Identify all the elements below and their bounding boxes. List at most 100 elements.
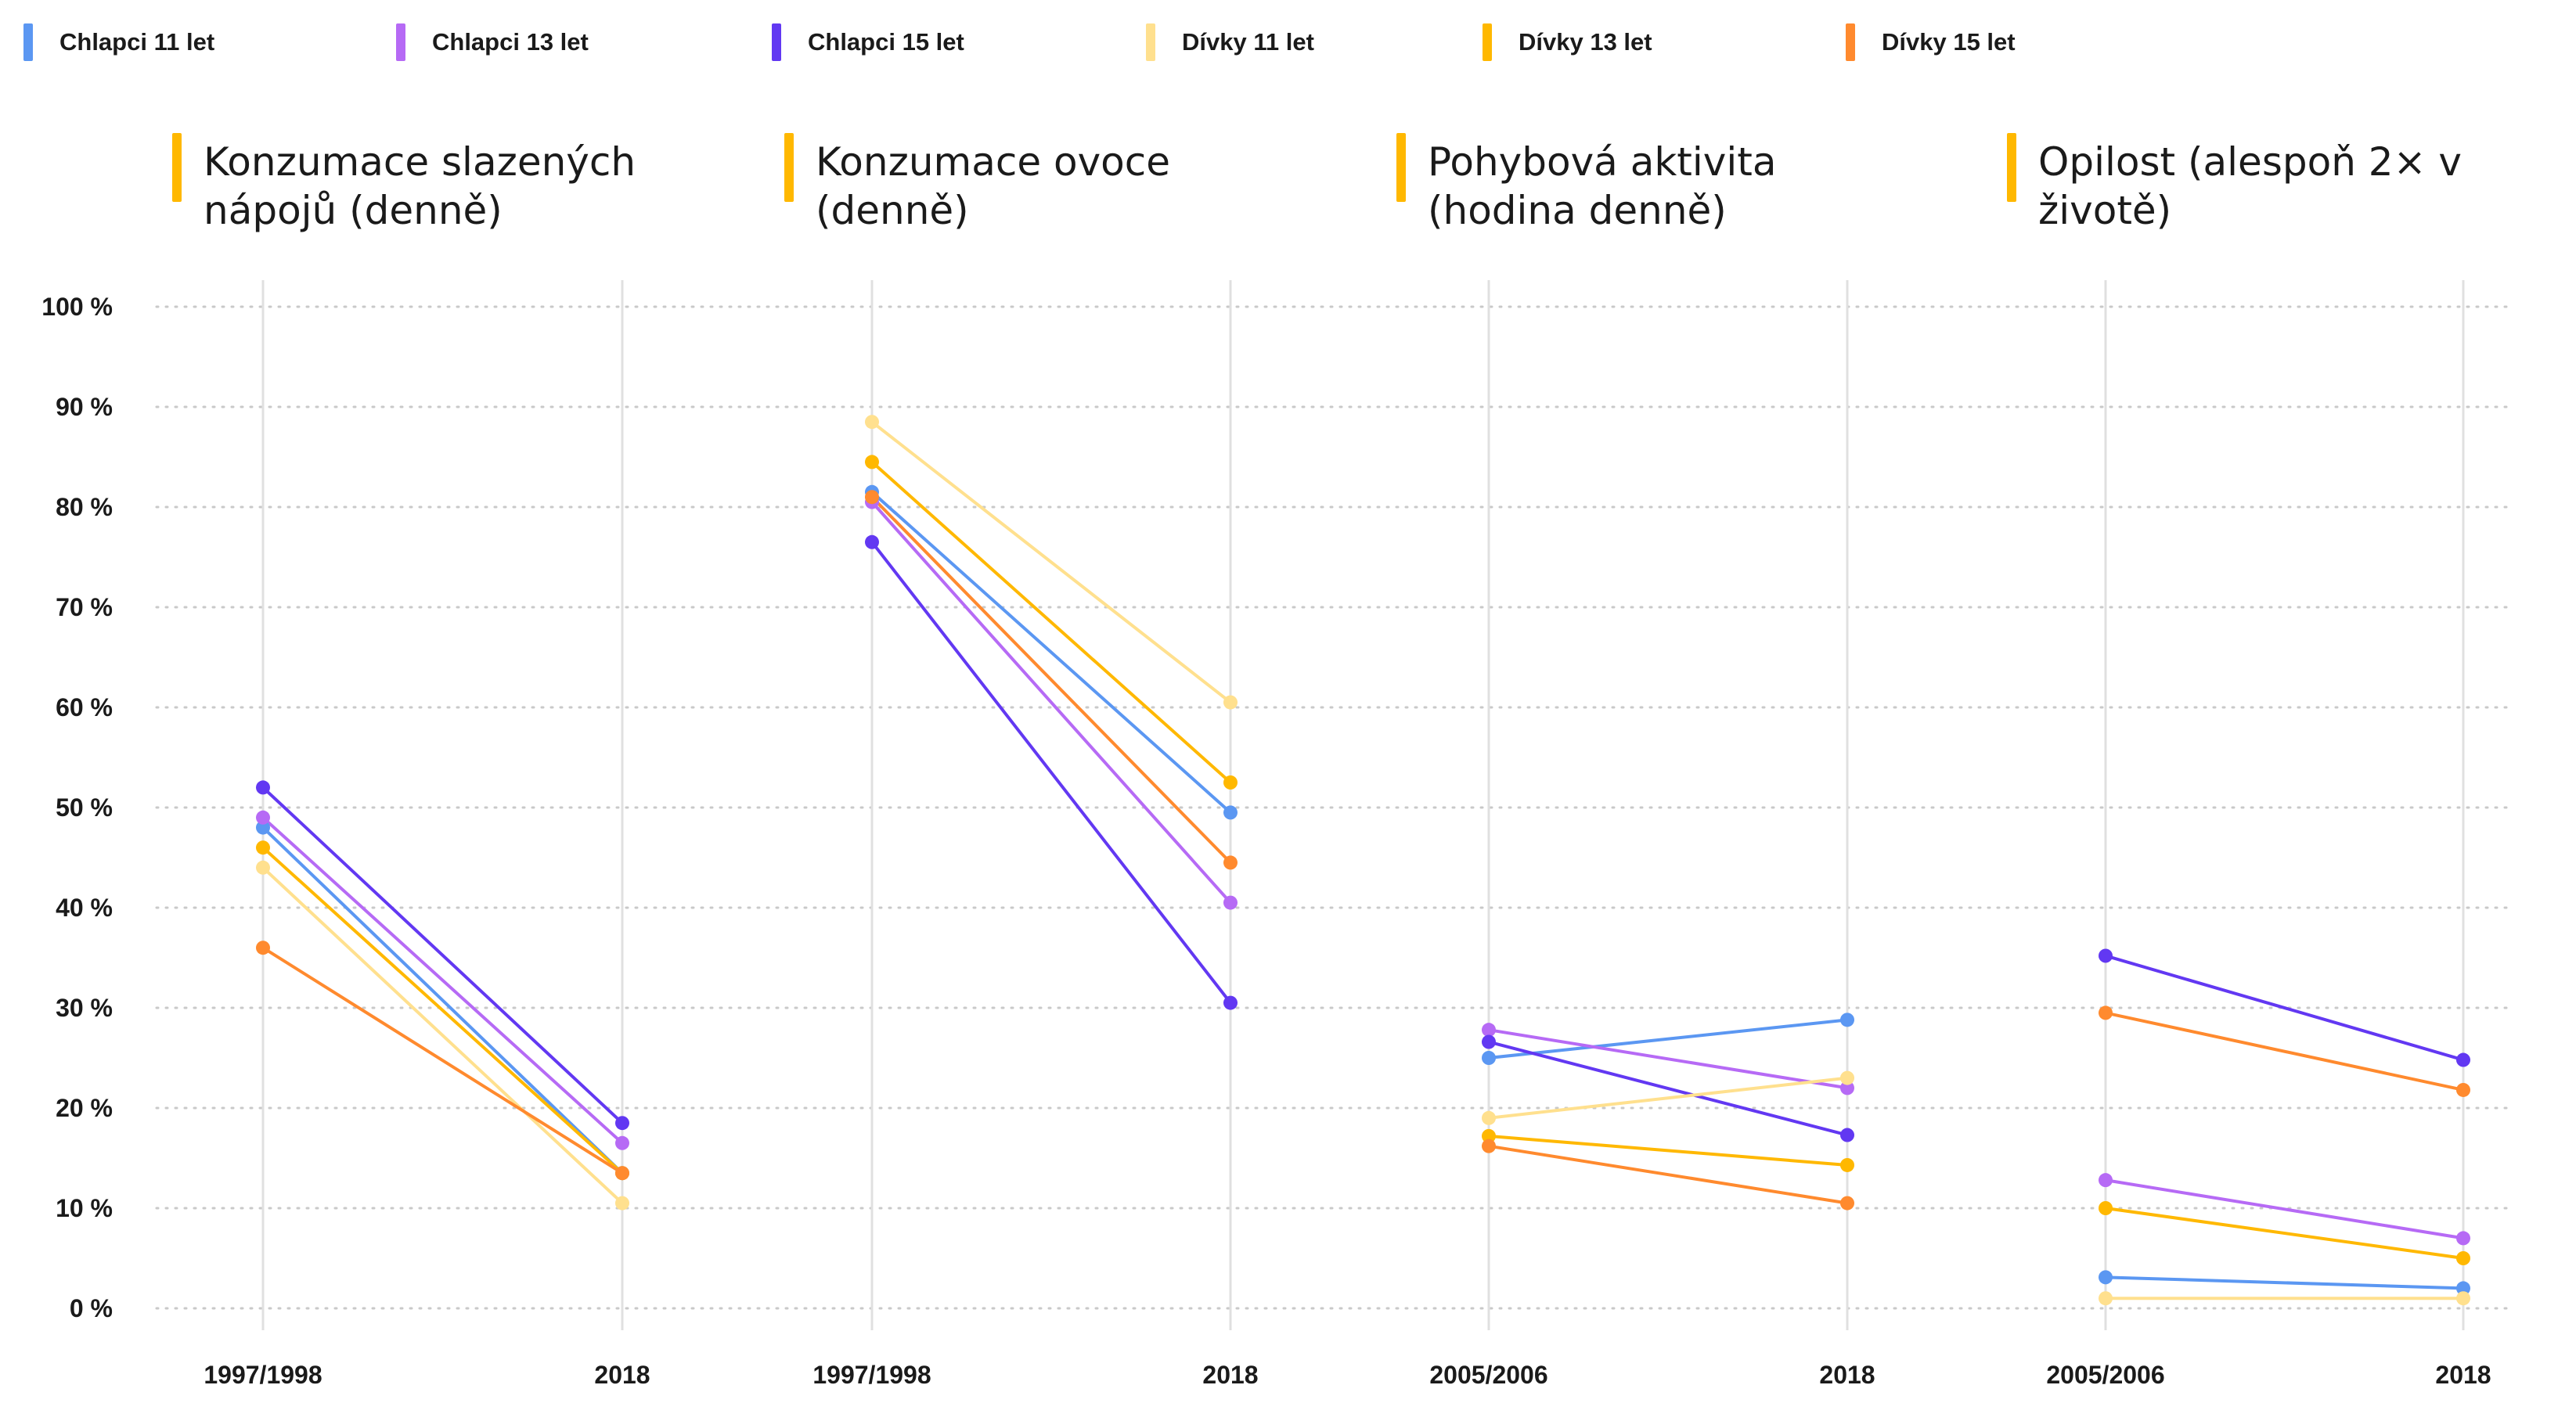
- y-tick-label: 80 %: [56, 493, 113, 521]
- data-point: [2099, 948, 2113, 963]
- title-accent-bar: [784, 133, 794, 202]
- legend-label: Chlapci 11 let: [59, 28, 215, 56]
- series-line: [2105, 1275, 2464, 1290]
- data-point: [615, 1196, 629, 1211]
- series-line: [261, 866, 624, 1205]
- x-tick-label: 1997/1998: [812, 1361, 931, 1389]
- series-line: [870, 501, 1232, 904]
- data-point: [615, 1116, 629, 1131]
- title-accent-bar: [1396, 133, 1406, 202]
- data-point: [2099, 1005, 2113, 1020]
- x-tick-label: 2018: [2435, 1361, 2491, 1389]
- legend-item-chlapci-15: Chlapci 15 let: [772, 20, 964, 64]
- series-line: [261, 786, 624, 1124]
- data-point: [256, 860, 270, 875]
- y-tick-label: 60 %: [56, 693, 113, 721]
- data-point: [1482, 1051, 1496, 1065]
- data-point: [1223, 995, 1238, 1010]
- series-line: [870, 495, 1232, 864]
- data-point: [1840, 1081, 1854, 1095]
- data-point: [1840, 1128, 1854, 1142]
- data-point: [2099, 1291, 2113, 1306]
- data-point: [615, 1135, 629, 1150]
- x-tick-label: 2018: [594, 1361, 650, 1389]
- x-tick-label: 2005/2006: [2046, 1361, 2164, 1389]
- data-point: [256, 820, 270, 835]
- x-tick-label: 1997/1998: [204, 1361, 322, 1389]
- data-point: [865, 415, 879, 430]
- panel-title-text: Konzumace slazených nápojů (denně): [204, 139, 636, 233]
- x-tick-label: 2018: [1819, 1361, 1875, 1389]
- data-point: [1840, 1070, 1854, 1085]
- data-point: [1840, 1157, 1854, 1172]
- data-point: [1840, 1196, 1854, 1211]
- panel-title-text: Opilost (alespoň 2× v životě): [2038, 139, 2462, 233]
- y-tick-label: 10 %: [56, 1194, 113, 1222]
- title-accent-bar: [2007, 133, 2016, 202]
- legend-swatch: [772, 23, 781, 61]
- data-point: [865, 490, 879, 505]
- data-point: [2456, 1291, 2470, 1306]
- series-line: [870, 460, 1232, 784]
- legend-swatch: [1846, 23, 1855, 61]
- series-line: [870, 541, 1232, 1004]
- data-point: [1223, 855, 1238, 870]
- data-point: [1482, 1110, 1496, 1125]
- data-point: [256, 941, 270, 955]
- series-line: [870, 420, 1232, 704]
- y-tick-label: 0 %: [70, 1294, 113, 1322]
- series-line: [2105, 1207, 2464, 1260]
- legend-item-divky-11: Dívky 11 let: [1146, 20, 1314, 64]
- legend-item-chlapci-11: Chlapci 11 let: [23, 20, 214, 64]
- legend-swatch: [396, 23, 405, 61]
- panel-title-text: Pohybová aktivita (hodina denně): [1428, 139, 1777, 233]
- legend-swatch: [1146, 23, 1155, 61]
- y-tick-label: 50 %: [56, 793, 113, 822]
- legend-item-divky-15: Dívky 15 let: [1846, 20, 2016, 64]
- y-tick-label: 70 %: [56, 593, 113, 621]
- data-point: [256, 780, 270, 795]
- series-line: [870, 491, 1232, 814]
- legend-label: Chlapci 13 let: [432, 28, 589, 56]
- legend-item-divky-13: Dívky 13 let: [1483, 20, 1652, 64]
- series-line: [261, 826, 624, 1175]
- y-tick-label: 90 %: [56, 393, 113, 421]
- data-point: [2456, 1251, 2470, 1265]
- series-line: [2105, 1011, 2464, 1092]
- data-point: [1223, 805, 1238, 820]
- data-point: [1223, 695, 1238, 710]
- series-line: [2105, 1178, 2464, 1240]
- data-point: [865, 455, 879, 469]
- panel-title-text: Konzumace ovoce (denně): [816, 139, 1171, 233]
- data-point: [2099, 1270, 2113, 1285]
- legend-swatch: [1483, 23, 1492, 61]
- title-accent-bar: [172, 133, 182, 202]
- series-line: [1488, 1028, 1848, 1090]
- data-point: [615, 1166, 629, 1181]
- data-point: [1482, 1139, 1496, 1153]
- data-point: [2099, 1173, 2113, 1188]
- data-point: [2456, 1052, 2470, 1067]
- legend: Chlapci 11 let Chlapci 13 let Chlapci 15…: [0, 20, 2576, 64]
- y-tick-label: 30 %: [56, 994, 113, 1022]
- y-tick-label: 40 %: [56, 894, 113, 922]
- data-point: [2456, 1082, 2470, 1097]
- legend-label: Chlapci 15 let: [808, 28, 964, 56]
- data-point: [1223, 895, 1238, 910]
- data-point: [1840, 1013, 1854, 1027]
- y-tick-label: 100 %: [41, 293, 113, 321]
- data-point: [256, 810, 270, 825]
- series-line: [1488, 1134, 1848, 1167]
- x-tick-label: 2005/2006: [1429, 1361, 1547, 1389]
- data-point: [1482, 1023, 1496, 1038]
- data-point: [1482, 1128, 1496, 1143]
- series-line: [1488, 1144, 1848, 1205]
- series-line: [261, 816, 624, 1145]
- legend-label: Dívky 13 let: [1519, 28, 1652, 56]
- data-point: [256, 840, 270, 855]
- y-tick-label: 20 %: [56, 1094, 113, 1122]
- series-line: [1488, 1018, 1848, 1059]
- series-line: [261, 946, 624, 1175]
- x-tick-label: 2018: [1202, 1361, 1258, 1389]
